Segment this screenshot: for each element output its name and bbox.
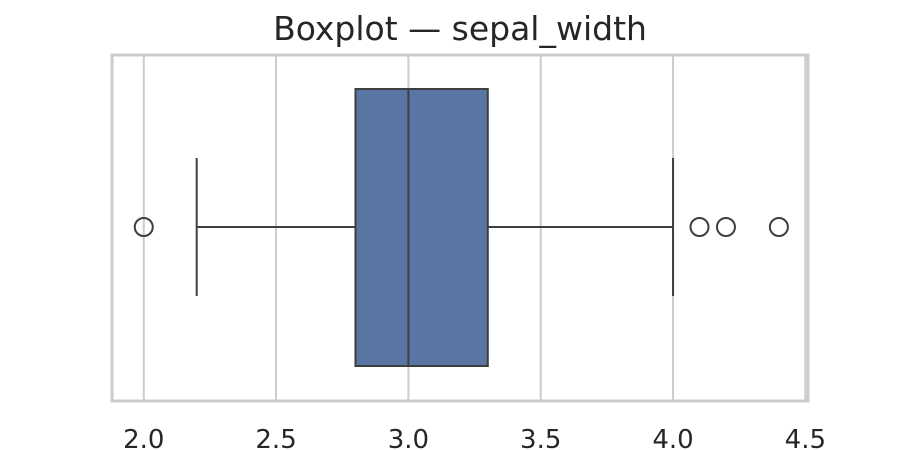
iqr-box bbox=[355, 89, 487, 366]
x-tick-label: 4.5 bbox=[785, 425, 826, 450]
outlier-point-2 bbox=[690, 218, 708, 236]
x-tick-label: 2.0 bbox=[123, 425, 164, 450]
x-tick-label: 2.5 bbox=[255, 425, 296, 450]
chart-title: Boxplot — sepal_width bbox=[273, 9, 647, 48]
outlier-point-4 bbox=[770, 218, 788, 236]
plot-layer bbox=[135, 89, 788, 366]
x-tick-label: 4.0 bbox=[652, 425, 693, 450]
x-tick-label: 3.5 bbox=[520, 425, 561, 450]
outlier-point-3 bbox=[717, 218, 735, 236]
x-tick-labels: 2.0 2.5 3.0 3.5 4.0 4.5 bbox=[123, 425, 826, 450]
x-tick-label: 3.0 bbox=[388, 425, 429, 450]
